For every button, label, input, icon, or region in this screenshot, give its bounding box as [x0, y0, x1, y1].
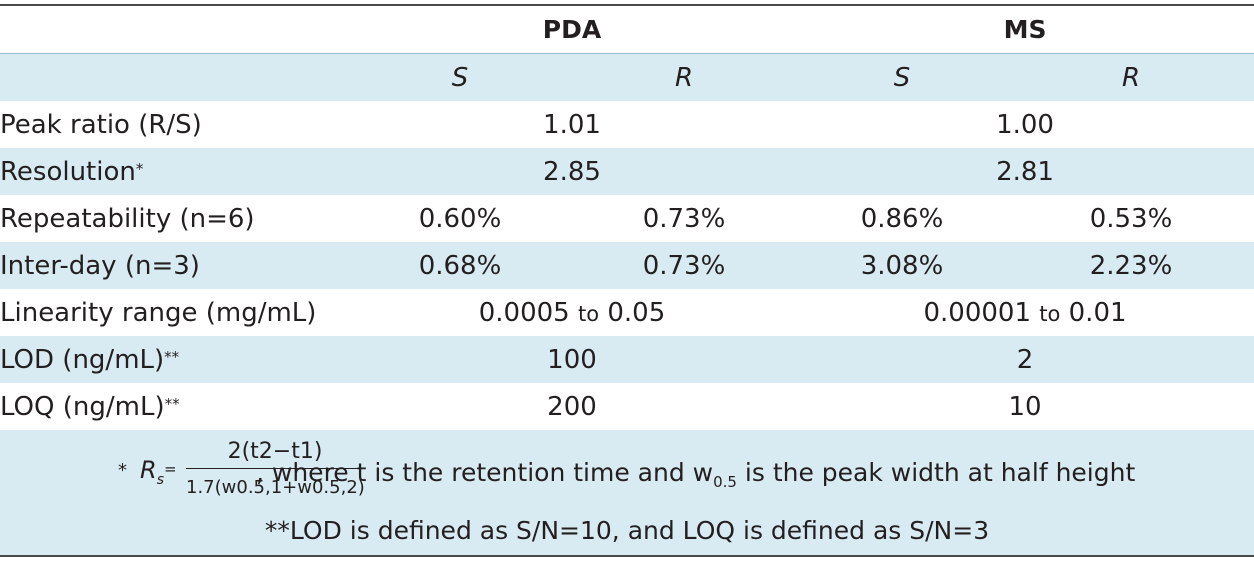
- formula-equals: =: [164, 460, 177, 478]
- row-resolution: Resolution* 2.85 2.81: [0, 148, 1254, 195]
- pda-range: 0.0005 to 0.05: [348, 289, 796, 336]
- ms-r-value: 0.53%: [1089, 203, 1173, 234]
- explanation-text-1: , where t is the retention time and w: [256, 458, 714, 487]
- fraction-bar: [186, 468, 364, 469]
- ms-s-header: S: [796, 53, 1008, 101]
- range-to-word: to: [578, 301, 600, 326]
- formula-star: *: [118, 460, 127, 481]
- row-label: Peak ratio (R/S): [0, 109, 202, 140]
- explanation-text-2: is the peak width at half height: [736, 458, 1136, 487]
- ms-value: 10: [1008, 391, 1042, 422]
- row-linearity: Linearity range (mg/mL) 0.0005 to 0.05 0…: [0, 289, 1254, 336]
- sub-corner-cell: [0, 53, 348, 101]
- formula-denominator: 1.7(w0.5,1+w0.5,2): [186, 477, 365, 498]
- formula-explanation: , where t is the retention time and w0.5…: [256, 458, 1135, 491]
- row-loq: LOQ (ng/mL)** 200 10: [0, 383, 1254, 430]
- ms-r-header: R: [1008, 53, 1254, 101]
- table-sub-header: S R S R: [0, 53, 1254, 101]
- row-peak-ratio: Peak ratio (R/S) 1.01 1.00: [0, 101, 1254, 148]
- footnote-marker: *: [135, 159, 144, 178]
- row-label: LOQ (ng/mL): [0, 391, 165, 422]
- row-label: LOD (ng/mL): [0, 344, 165, 375]
- footnotes-row: * Rs = 2(t2−t1) 1.7(w0.5,1+w0.5,2) , whe…: [0, 430, 1254, 556]
- footnote-marker: **: [164, 347, 180, 366]
- row-lod: LOD (ng/mL)** 100 2: [0, 336, 1254, 383]
- formula-lhs-subscript: s: [156, 471, 164, 488]
- formula-numerator: 2(t2−t1): [227, 439, 323, 464]
- ms-s-value: 3.08%: [796, 242, 1008, 289]
- ms-s-value: 0.86%: [860, 203, 944, 234]
- row-inter-day: Inter-day (n=3) 0.68% 0.73% 3.08% 2.23%: [0, 242, 1254, 289]
- ms-value: 2.81: [796, 148, 1254, 195]
- row-label: Repeatability (n=6): [0, 203, 255, 234]
- column-group-ms: MS: [796, 5, 1254, 54]
- pda-r-value: 0.73%: [642, 203, 726, 234]
- row-label: Resolution: [0, 156, 136, 187]
- column-group-pda: PDA: [348, 5, 796, 54]
- range-to: 0.01: [1068, 297, 1127, 328]
- footnotes: * Rs = 2(t2−t1) 1.7(w0.5,1+w0.5,2) , whe…: [0, 430, 1254, 555]
- lod-loq-definition: **LOD is defined as S/N=10, and LOQ is d…: [264, 516, 990, 545]
- pda-s-header: S: [348, 53, 572, 101]
- pda-value: 2.85: [348, 148, 796, 195]
- pda-s-value: 0.60%: [418, 203, 502, 234]
- range-from: 0.00001: [923, 297, 1032, 328]
- formula-lhs: Rs: [140, 456, 164, 488]
- corner-cell: [0, 5, 348, 54]
- footnotes-cell: * Rs = 2(t2−t1) 1.7(w0.5,1+w0.5,2) , whe…: [0, 430, 1254, 556]
- row-label: Inter-day (n=3): [0, 242, 348, 289]
- pda-value: 200: [547, 391, 597, 422]
- table-group-header: PDA MS: [0, 5, 1254, 54]
- pda-s-value: 0.68%: [348, 242, 572, 289]
- formula-fraction: 2(t2−t1) 1.7(w0.5,1+w0.5,2): [186, 436, 365, 505]
- row-repeatability: Repeatability (n=6) 0.60% 0.73% 0.86% 0.…: [0, 195, 1254, 242]
- row-label: Linearity range (mg/mL): [0, 297, 317, 328]
- range-to-word: to: [1039, 301, 1061, 326]
- ms-r-value: 2.23%: [1008, 242, 1254, 289]
- range-to: 0.05: [607, 297, 666, 328]
- pda-r-value: 0.73%: [572, 242, 796, 289]
- pda-r-header: R: [572, 53, 796, 101]
- row-label-cell: LOD (ng/mL)**: [0, 336, 348, 383]
- explanation-subscript: 0.5: [713, 473, 737, 491]
- range-from: 0.0005: [478, 297, 570, 328]
- ms-value: 2: [796, 336, 1254, 383]
- ms-range: 0.00001 to 0.01: [796, 289, 1254, 336]
- formula-lhs-symbol: R: [140, 456, 157, 484]
- row-label-cell: Resolution*: [0, 148, 348, 195]
- pda-value: 100: [348, 336, 796, 383]
- ms-value: 1.00: [996, 109, 1054, 140]
- pda-value: 1.01: [543, 109, 601, 140]
- footnote-marker: **: [164, 394, 180, 413]
- validation-table: PDA MS S R S R Peak ratio (R/S) 1.01 1.0…: [0, 4, 1254, 557]
- row-label-cell: LOQ (ng/mL)**: [0, 383, 348, 430]
